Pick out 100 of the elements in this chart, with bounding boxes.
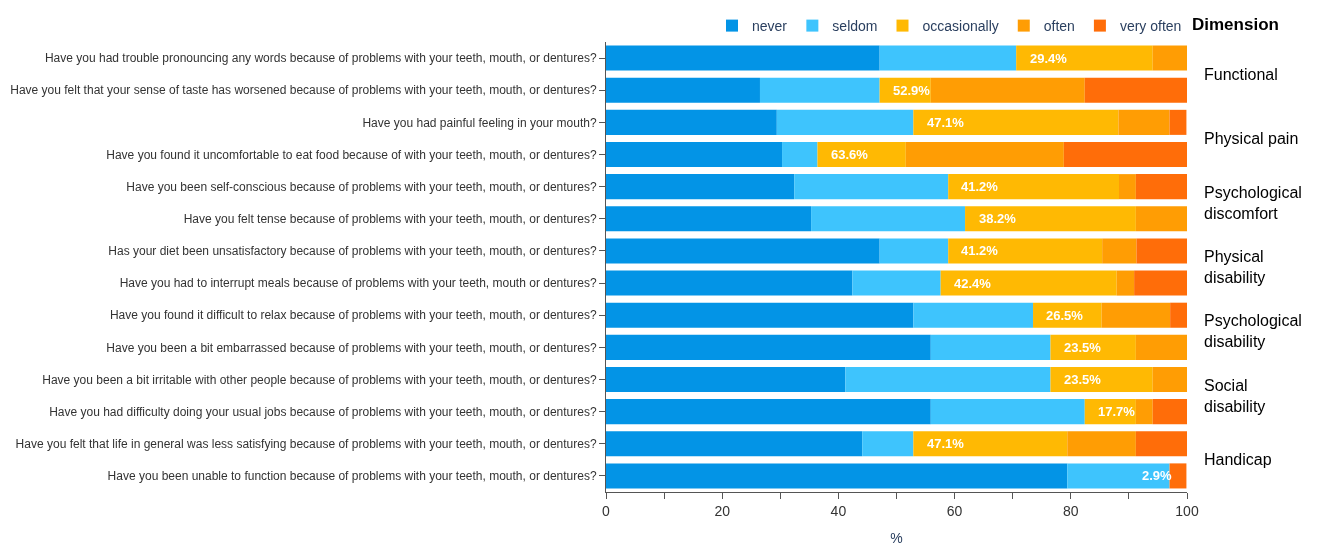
bar — [1135, 206, 1187, 232]
bar — [879, 238, 949, 264]
x-tick-label: 20 — [714, 502, 731, 519]
y-tick-label: Have you been unable to function because of problems with your teeth, mouth, or dentures? — [107, 469, 597, 484]
bar — [852, 270, 941, 296]
bar — [606, 399, 931, 425]
bar — [817, 141, 906, 168]
legend-label: occasionally — [922, 18, 999, 35]
text: Psychological discomfort — [1204, 184, 1302, 222]
legend-label: often — [1043, 18, 1075, 35]
annotation: 17.7% — [1098, 404, 1136, 419]
bar — [948, 174, 1120, 200]
bar — [1136, 238, 1187, 264]
bar — [845, 366, 1051, 393]
annotation: 38.2% — [979, 211, 1017, 226]
annotation: 26.5% — [1046, 308, 1084, 323]
text: Psychological disability — [1204, 312, 1302, 350]
bar — [913, 109, 1119, 135]
x-axis-title: % — [890, 530, 903, 547]
bar — [905, 141, 1064, 168]
bar — [606, 431, 863, 457]
annotation: 47.1% — [927, 436, 965, 451]
bar — [1067, 431, 1136, 457]
annotation: 29.4% — [1030, 51, 1068, 66]
bar — [1050, 366, 1153, 393]
annotation: 52.9% — [893, 83, 931, 98]
bar — [606, 45, 880, 71]
bar — [1101, 302, 1171, 328]
bar — [930, 399, 1085, 425]
bar — [1102, 238, 1137, 264]
y-tick-label: Have you found it difficult to relax because of problems with your teeth, mouth, or dentures? — [109, 308, 597, 323]
bar — [1016, 45, 1153, 71]
bar — [606, 334, 931, 360]
y-tick-label: Have you felt that life in general was less satisfying because of problems with your teeth, mouth, or dentures? — [15, 436, 597, 451]
text: Physical pain — [1204, 130, 1299, 147]
bar — [1152, 45, 1187, 71]
legend-label: very often — [1119, 18, 1182, 35]
bar — [606, 109, 777, 135]
bar — [930, 77, 1085, 103]
text: Social disability — [1204, 377, 1266, 415]
bar — [965, 206, 1136, 232]
y-tick-label: Has your diet been unsatisfactory because of problems with your teeth, mouth, or dentures? — [108, 244, 597, 259]
bar — [1152, 399, 1187, 425]
bar — [794, 174, 949, 200]
bar — [1063, 141, 1187, 168]
annotation: 23.5% — [1064, 340, 1102, 355]
bar — [1135, 399, 1153, 425]
bar — [1135, 174, 1187, 200]
legend-label: seldom — [832, 18, 878, 35]
bar — [913, 302, 1034, 328]
bar — [606, 174, 795, 200]
x-tick-label: 60 — [946, 502, 963, 519]
bar — [1119, 174, 1136, 200]
bar — [940, 270, 1117, 296]
bar — [1135, 431, 1187, 457]
y-tick-label: Have you been self-conscious because of problems with your teeth, mouth, or dentures? — [126, 179, 597, 194]
bar — [606, 141, 783, 168]
bar — [913, 431, 1068, 457]
bar — [606, 302, 914, 328]
bar — [1116, 270, 1135, 296]
y-tick-label: Have you had painful feeling in your mouth? — [362, 115, 597, 130]
annotation: 42.4% — [954, 276, 992, 291]
y-tick-label: Have you had to interrupt meals because of problems with your teeth, mouth or dentures? — [119, 276, 597, 291]
bar — [1135, 334, 1187, 360]
bar — [776, 109, 914, 135]
bar — [1118, 109, 1170, 135]
bar — [606, 77, 760, 103]
y-tick-label: Have you been a bit embarrassed because of problems with your teeth, mouth, or dentures? — [106, 340, 597, 355]
x-tick-label: 40 — [830, 502, 847, 519]
bar — [862, 431, 914, 457]
x-tick-label: 80 — [1063, 502, 1079, 519]
legend-label: never — [752, 18, 788, 35]
text: Handicap — [1204, 451, 1272, 468]
x-tick-label: 0 — [602, 502, 611, 519]
annotation: 47.1% — [927, 115, 965, 130]
x-tick-label: 100 — [1175, 502, 1199, 519]
bar — [606, 366, 846, 393]
bar — [1152, 366, 1187, 393]
y-tick-label: Have you been a bit irritable with other people because of problems with your teeth, mouth, or dentures? — [42, 372, 597, 387]
annotation: 63.6% — [831, 147, 869, 162]
text: Dimension — [1192, 15, 1279, 34]
bar — [1134, 270, 1187, 296]
bar — [948, 238, 1103, 264]
bar — [782, 141, 818, 168]
text: Physical disability — [1204, 248, 1266, 286]
bar — [811, 206, 966, 232]
text: Functional — [1204, 66, 1278, 83]
bar — [606, 206, 812, 232]
bar — [930, 334, 1051, 360]
annotation: 23.5% — [1064, 372, 1102, 387]
y-tick-label: Have you had difficulty doing your usual jobs because of problems with your teeth, mouth, or dentures? — [49, 404, 597, 419]
bar — [759, 77, 880, 103]
bar — [1169, 109, 1187, 135]
bar — [1170, 302, 1187, 328]
annotation: 41.2% — [961, 243, 999, 258]
bar — [606, 463, 1068, 489]
bar — [1084, 77, 1187, 103]
y-tick-label: Have you had trouble pronouncing any words because of problems with your teeth, mouth, or dentures? — [44, 51, 597, 66]
y-tick-label: Have you felt tense because of problems with your teeth, mouth, or dentures? — [183, 211, 597, 226]
bar — [606, 238, 880, 264]
